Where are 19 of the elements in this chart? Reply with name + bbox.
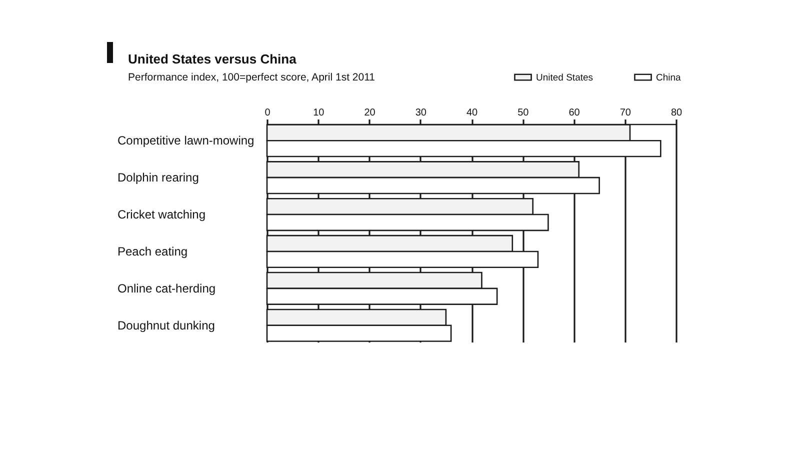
x-tick-label: 20 (364, 108, 376, 118)
y-tick-label: Cricket watching (118, 208, 206, 222)
chart-title: United States versus China (128, 52, 298, 66)
x-tick-label: 30 (415, 108, 427, 118)
y-tick-label: Peach eating (118, 244, 188, 258)
y-tick-label: Competitive lawn-mowing (118, 134, 254, 148)
x-tick-label: 60 (568, 108, 580, 118)
legend-label: United States (536, 72, 594, 84)
chart-subtitle: Performance index, 100=perfect score, April 1st 2011 (128, 72, 376, 84)
y-tick-label: Online cat-herding (118, 281, 216, 296)
x-tick-label: 40 (466, 108, 478, 118)
x-tick-label: 0 (264, 108, 271, 118)
x-tick-label: 10 (313, 108, 325, 118)
x-tick-label: 80 (670, 108, 682, 118)
y-tick-label: Dolphin rearing (118, 170, 199, 185)
x-tick-label: 70 (620, 108, 632, 118)
legend-label: China (656, 72, 682, 84)
y-tick-label: Doughnut dunking (118, 318, 215, 332)
x-tick-label: 50 (518, 108, 530, 118)
